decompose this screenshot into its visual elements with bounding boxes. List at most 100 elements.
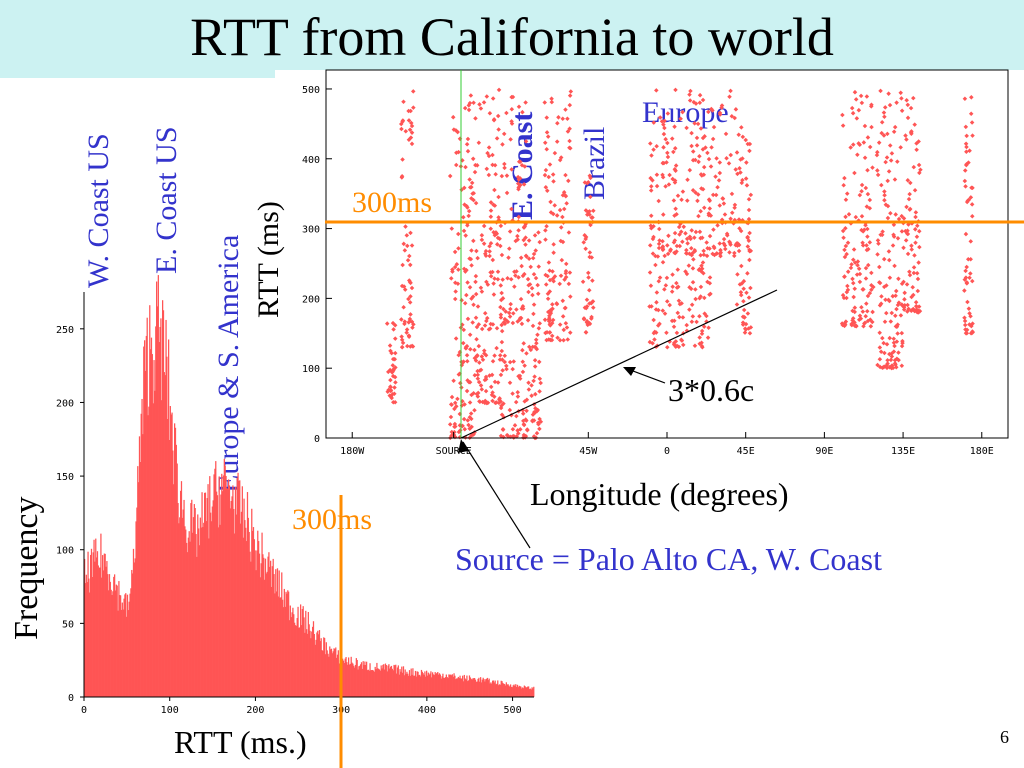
hist-bar <box>321 650 323 697</box>
hist-bar <box>444 677 447 697</box>
scatter-point <box>388 388 394 394</box>
scatter-point <box>854 323 859 329</box>
hist-bar <box>362 661 364 697</box>
hist-bar <box>145 335 147 697</box>
hist-bar <box>93 539 95 697</box>
scatter-point <box>500 357 505 362</box>
scatter-point <box>675 267 681 272</box>
scatter-point <box>537 389 542 394</box>
hist-bar <box>523 685 525 697</box>
hist-bar <box>354 664 357 697</box>
scatter-point <box>515 390 520 395</box>
scatter-point <box>479 326 485 332</box>
scatter-point <box>734 302 740 307</box>
hist-bar <box>407 673 409 697</box>
scatter-point <box>497 397 502 402</box>
hist-bar <box>162 310 165 697</box>
scatter-point <box>498 315 504 320</box>
scatter-point <box>962 315 967 321</box>
hist-bar <box>427 672 429 697</box>
hist-bar <box>369 663 371 697</box>
scatter-point <box>546 337 552 342</box>
scatter-point <box>914 304 919 309</box>
scatter-point <box>511 359 516 364</box>
scatter-point <box>494 136 500 141</box>
scatter-point <box>465 418 471 423</box>
scatter-point <box>684 322 689 328</box>
hist-bar <box>100 533 102 697</box>
scatter-point <box>656 278 662 284</box>
hist-bar <box>303 617 305 697</box>
hist-bar <box>436 672 438 697</box>
scatter-point <box>963 275 969 280</box>
scatter-point <box>962 318 968 324</box>
scatter-point <box>452 400 458 406</box>
scatter-point <box>845 283 850 289</box>
page-number: 6 <box>1000 727 1009 747</box>
hist-bar <box>329 646 331 697</box>
hist-bar <box>316 632 318 697</box>
hist-bar <box>289 605 291 697</box>
hist-bar <box>432 674 435 697</box>
hist-bar <box>455 679 457 697</box>
scatter-point <box>464 352 470 358</box>
scatter-point <box>675 284 681 290</box>
hist-bar <box>171 412 173 697</box>
scatter-point <box>855 262 860 268</box>
hist-bar <box>222 475 225 697</box>
hist-bar <box>487 680 489 697</box>
hist-bar <box>89 592 91 697</box>
hist-bar <box>440 678 442 697</box>
scatter-point <box>392 374 398 380</box>
scatter-point <box>496 400 502 406</box>
scatter-point <box>885 358 890 363</box>
scatter-point <box>690 279 696 285</box>
scatter-point <box>405 257 411 263</box>
hist-bar <box>119 595 121 697</box>
scatter-point <box>490 257 496 263</box>
scatter-point <box>473 279 478 285</box>
scatter-point <box>472 373 478 378</box>
scatter-point <box>478 367 484 373</box>
scatter-point <box>390 391 395 397</box>
hist-bar <box>320 638 322 697</box>
hist-bar <box>152 403 154 697</box>
hist-bar <box>347 664 349 697</box>
scatter-point <box>390 320 396 326</box>
scatter-point <box>476 343 482 349</box>
hist-bar <box>378 668 380 697</box>
hist-bar <box>507 684 509 697</box>
scatter-x-tick-label: 180E <box>970 446 994 457</box>
hist-bar <box>484 681 486 697</box>
scatter-point <box>887 335 892 341</box>
scatter-point <box>673 344 679 349</box>
scatter-point <box>647 339 653 345</box>
hist-bar <box>358 666 360 697</box>
scatter-point <box>863 313 868 319</box>
scatter-point <box>884 341 890 347</box>
scatter-point <box>477 399 483 405</box>
scatter-point <box>462 426 468 432</box>
scatter-point <box>404 330 409 335</box>
hist-bar <box>103 553 105 697</box>
scatter-point <box>845 269 851 274</box>
scatter-point <box>654 300 659 305</box>
hist-bar <box>204 492 207 697</box>
hist-bar <box>525 687 527 697</box>
scatter-point <box>662 287 667 292</box>
hist-bar <box>135 521 137 697</box>
scatter-point <box>669 318 675 324</box>
scatter-point <box>741 307 747 313</box>
hist-bar <box>381 668 383 697</box>
hist-bar <box>447 678 449 697</box>
scatter-point <box>467 332 473 338</box>
scatter-point <box>888 357 894 363</box>
scatter-point <box>587 288 592 293</box>
hist-bar <box>330 648 333 697</box>
scatter-point <box>537 416 542 422</box>
hist-bar <box>331 653 333 697</box>
hist-bar <box>432 672 434 697</box>
scatter-point <box>849 321 854 327</box>
scatter-point <box>453 424 458 429</box>
hist-bar <box>344 658 346 697</box>
